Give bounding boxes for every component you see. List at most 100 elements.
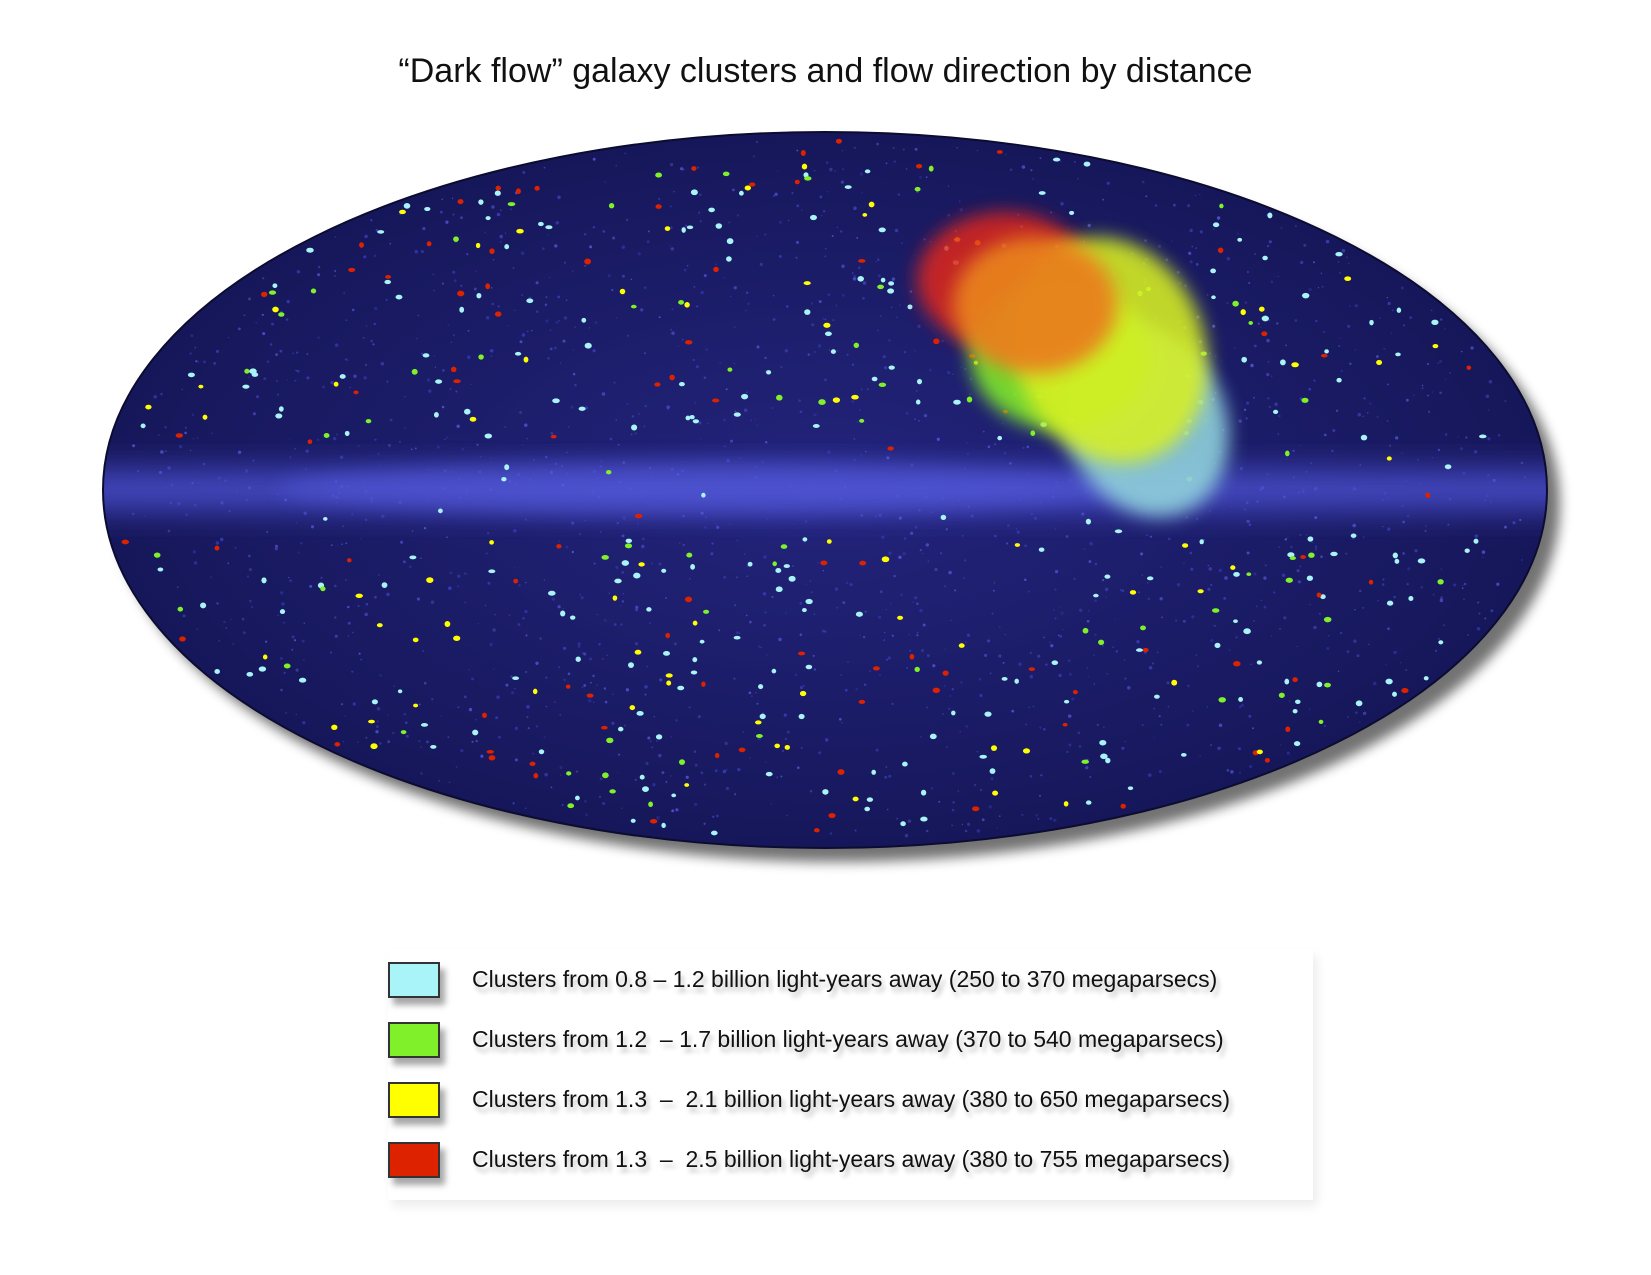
cluster-marker [1062,722,1068,727]
background-star [1245,417,1248,420]
background-star [262,332,266,336]
cluster-marker [812,424,820,428]
cluster-marker [323,517,328,521]
background-star [370,219,373,222]
background-star [855,688,858,691]
cluster-marker [426,577,434,583]
background-star [299,541,303,545]
background-star [882,355,886,359]
cluster-marker [433,412,439,418]
background-star [964,367,967,370]
background-star [477,622,479,625]
background-star [905,168,908,170]
cluster-marker [1182,543,1189,548]
background-star [917,419,921,422]
background-star [364,612,368,617]
background-star [343,292,345,294]
background-star [891,702,894,705]
cluster-marker [1104,574,1111,579]
background-star [402,560,406,564]
cluster-marker [1211,295,1216,300]
cluster-marker [242,384,250,389]
cluster-marker [671,793,677,798]
background-star [525,634,528,637]
background-star [791,565,794,567]
cluster-marker [722,171,730,177]
background-star [1002,422,1004,425]
background-star [1210,584,1213,586]
cluster-marker [684,302,690,308]
background-star [1388,444,1392,447]
background-star [670,163,674,167]
background-star [893,574,896,578]
background-star [996,827,998,829]
cluster-marker [1423,676,1429,681]
flow-direction-regions [917,212,1229,517]
background-star [919,176,922,179]
background-star [467,329,470,332]
cluster-marker [1316,681,1323,688]
cluster-marker [529,761,536,767]
background-star [1104,587,1109,592]
cluster-marker [513,578,519,584]
background-star [1021,165,1026,169]
background-star [1335,409,1339,412]
background-star [1267,397,1270,400]
background-star [923,413,928,418]
background-star [890,602,892,605]
background-star [1424,529,1427,533]
background-star [274,544,279,548]
cluster-marker [494,190,501,196]
background-star [414,249,419,254]
background-star [296,369,300,373]
background-star [420,250,424,254]
cluster-marker [826,539,832,544]
cluster-marker [1287,552,1295,558]
background-star [542,247,545,250]
background-star [497,305,500,308]
background-star [558,666,561,669]
background-star [822,569,825,572]
background-star [404,395,406,398]
background-star [365,324,368,327]
background-star [1407,567,1411,571]
background-star [1042,727,1046,731]
background-star [440,715,443,717]
cluster-marker [692,419,700,424]
background-star [818,751,822,755]
cluster-marker [907,304,913,310]
background-star [601,801,606,806]
cluster-marker [1278,692,1285,698]
background-star [544,303,548,307]
background-star [612,236,616,240]
background-star [1191,245,1193,248]
cluster-marker [1280,359,1286,366]
background-star [525,670,528,674]
background-star [195,360,198,363]
background-star [842,601,846,605]
background-star [1088,560,1092,564]
background-star [655,740,658,743]
cluster-marker [1292,677,1298,683]
background-star [1060,611,1064,615]
background-star [885,766,888,768]
cluster-marker [710,830,718,836]
background-star [363,255,367,259]
cluster-marker [381,582,388,588]
background-star [572,372,576,376]
background-star [1278,546,1280,548]
background-star [748,691,752,695]
background-star [572,349,575,351]
background-star [888,774,892,778]
legend-swatch-near [388,962,440,998]
background-star [347,605,350,609]
background-star [1121,746,1125,750]
background-star [764,356,767,360]
cluster-marker [1307,536,1314,542]
background-star [707,422,709,425]
background-star [250,364,253,367]
background-star [801,209,803,211]
background-star [951,688,954,691]
cluster-marker [634,649,642,655]
background-star [1314,547,1318,551]
